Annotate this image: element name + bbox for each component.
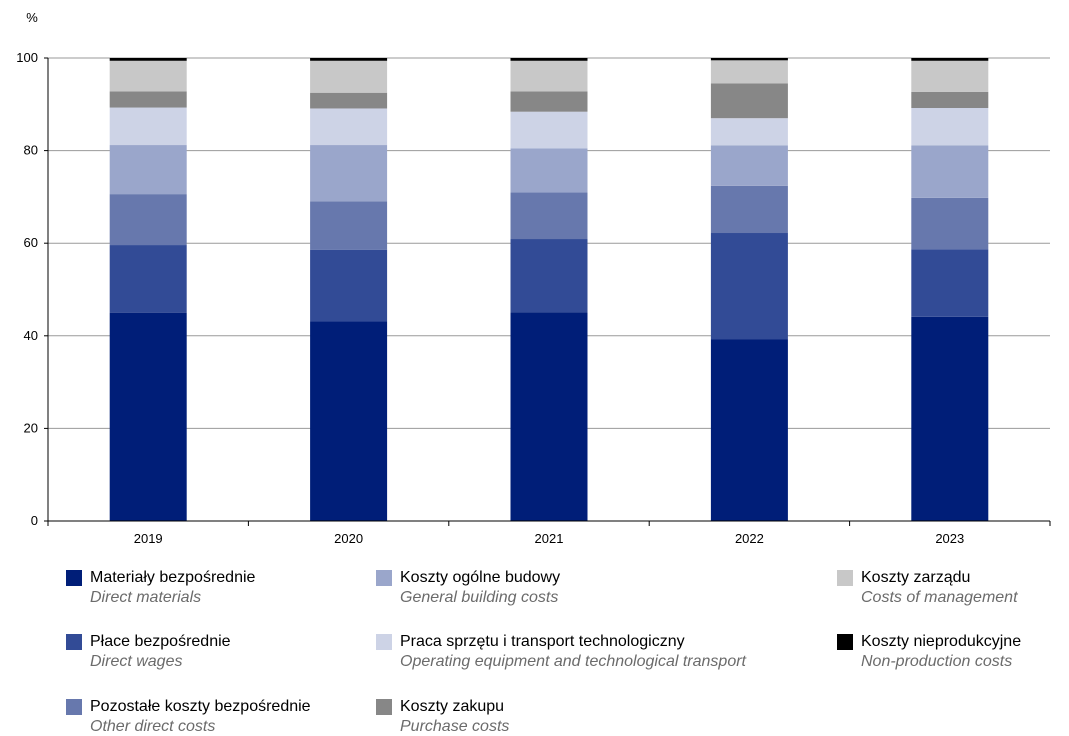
bar-segment	[310, 60, 388, 93]
x-tick-label: 2022	[735, 531, 764, 546]
bar-segment	[710, 233, 788, 340]
legend-swatch	[376, 699, 392, 715]
legend-swatch	[66, 699, 82, 715]
bar-segment	[710, 339, 788, 521]
bars	[109, 58, 989, 521]
y-tick-label: 60	[24, 235, 38, 250]
legend-swatch	[837, 634, 853, 650]
legend-sublabel: Purchase costs	[400, 718, 510, 735]
legend-label: Koszty zakupu	[400, 698, 505, 715]
legend-sublabel: Costs of management	[861, 589, 1018, 606]
bar-segment	[911, 145, 989, 198]
stacked-bar-chart: 0 20 40 60 80 100% 2019 2020 2021 2022 2023	[16, 10, 1051, 546]
bar-segment	[310, 249, 388, 322]
bar-segment	[310, 201, 388, 250]
legend-sublabel: Other direct costs	[90, 718, 216, 735]
bar-segment	[911, 197, 989, 250]
legend-swatch	[376, 570, 392, 586]
legend-swatch	[837, 570, 853, 586]
bar-segment	[310, 145, 388, 202]
bar-segment	[710, 185, 788, 234]
bar-segment	[310, 321, 388, 521]
y-tick-label: 100	[16, 50, 38, 65]
y-tick-label: 40	[24, 328, 38, 343]
bar-segment	[510, 312, 588, 521]
legend-label: Koszty ogólne budowy	[400, 569, 561, 586]
legend-label: Koszty zarządu	[861, 569, 971, 586]
bar-segment	[109, 245, 187, 313]
bar-segment	[710, 118, 788, 146]
bar-segment	[109, 312, 187, 521]
bar-segment	[510, 60, 588, 92]
bar-segment	[109, 145, 187, 195]
bar-segment	[710, 58, 788, 61]
bar-segment	[109, 58, 187, 61]
legend-label: Koszty nieprodukcyjne	[861, 633, 1022, 650]
x-tick-label: 2019	[134, 531, 163, 546]
legend-sublabel: Non-production costs	[861, 653, 1013, 670]
legend-sublabel: General building costs	[400, 589, 559, 606]
bar-segment	[911, 316, 989, 521]
y-axis-unit-label: %	[26, 10, 38, 25]
bar-segment	[911, 91, 989, 109]
bar-segment	[710, 145, 788, 186]
bar-segment	[109, 194, 187, 246]
legend-label: Praca sprzętu i transport technologiczny	[400, 633, 685, 650]
bar-segment	[510, 239, 588, 313]
legend-swatch	[66, 634, 82, 650]
bar-segment	[510, 91, 588, 112]
x-tick-label: 2021	[535, 531, 564, 546]
legend-sublabel: Direct materials	[90, 589, 202, 606]
legend-label: Płace bezpośrednie	[90, 633, 231, 650]
legend-label: Pozostałe koszty bezpośrednie	[90, 698, 311, 715]
y-tick-label: 0	[31, 513, 38, 528]
axes: 0 20 40 60 80 100% 2019 2020 2021 2022 2023	[16, 10, 1051, 546]
bar-segment	[510, 148, 588, 193]
legend-label: Materiały bezpośrednie	[90, 569, 256, 586]
legend-swatch	[66, 570, 82, 586]
bar-segment	[109, 107, 187, 146]
legend-sublabel: Direct wages	[90, 653, 183, 670]
bar-segment	[310, 108, 388, 146]
bar-segment	[911, 108, 989, 146]
bar-segment	[710, 60, 788, 84]
bar-segment	[310, 92, 388, 109]
bar-segment	[911, 58, 989, 61]
bar-segment	[510, 192, 588, 240]
bar-segment	[109, 91, 187, 108]
bar-segment	[710, 83, 788, 119]
legend-sublabel: Operating equipment and technological tr…	[400, 653, 746, 670]
bar-segment	[510, 111, 588, 149]
bar-segment	[310, 58, 388, 61]
y-tick-label: 80	[24, 143, 38, 158]
bar-segment	[911, 60, 989, 92]
x-tick-label: 2020	[334, 531, 363, 546]
bar-segment	[911, 249, 989, 317]
y-tick-label: 20	[24, 420, 38, 435]
x-tick-label: 2023	[935, 531, 964, 546]
bar-segment	[109, 60, 187, 92]
legend-swatch	[376, 634, 392, 650]
bar-segment	[510, 58, 588, 61]
